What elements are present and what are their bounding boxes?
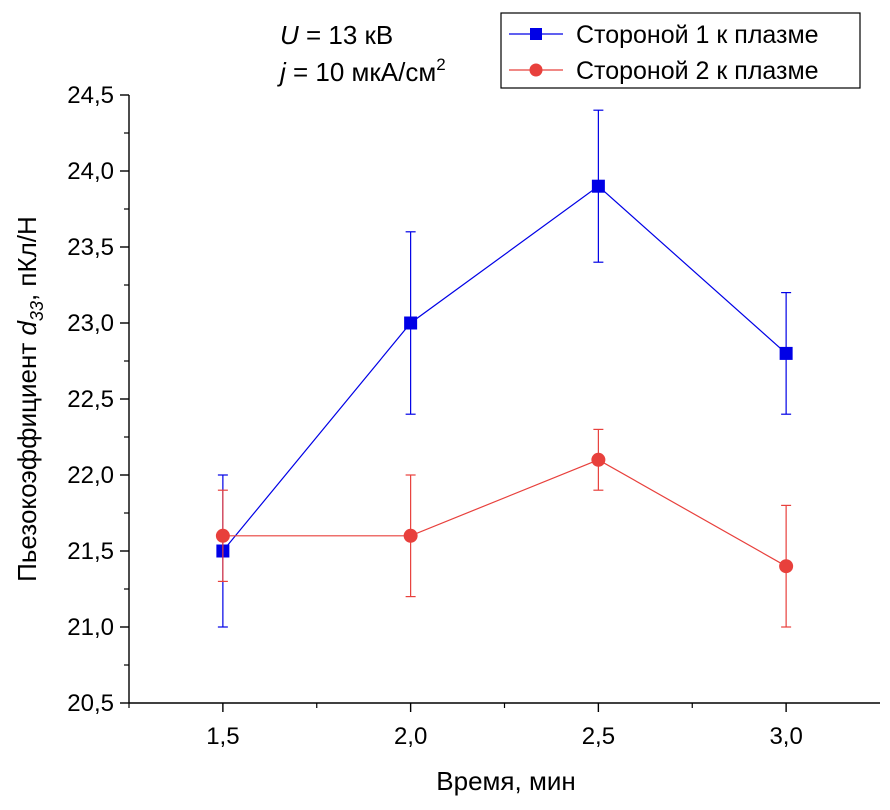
y-tick-label: 24,5 [67, 82, 114, 109]
y-ticks: 20,5 21,0 21,5 22,0 22,5 23,0 23,5 24,0 24,5 [67, 82, 129, 717]
series-2-point [215, 528, 230, 543]
series-2-line [222, 459, 787, 567]
voltage-annotation: U = 13 кВ [280, 20, 393, 50]
x-tick-label: 1,5 [206, 723, 239, 750]
y-tick-label: 22,5 [67, 386, 114, 413]
series-layer [215, 109, 794, 628]
series-2-point [591, 452, 606, 467]
series-1-point [404, 316, 418, 330]
x-ticks: 1,5 2,0 2,5 3,0 [128, 703, 803, 750]
x-tick-label: 2,5 [582, 723, 615, 750]
y-tick-label: 22,0 [67, 462, 114, 489]
legend-box [500, 12, 861, 89]
current-density-annotation-symbol: j [277, 57, 287, 87]
voltage-annotation-symbol: U [280, 20, 299, 50]
legend-label-series-2: Стороной 2 к плазме [576, 57, 819, 85]
y-tick-label: 21,0 [67, 614, 114, 641]
y-tick-label: 21,5 [67, 538, 114, 565]
series-2-point [403, 528, 418, 543]
y-axis-title-subscript: 33 [27, 301, 47, 321]
series-1-point [779, 346, 793, 360]
legend-marker-series-1 [530, 28, 542, 40]
current-density-annotation-superscript: 2 [436, 55, 445, 74]
legend-label-series-1: Стороной 1 к плазме [576, 21, 819, 49]
legend-marker-series-2 [529, 63, 543, 77]
voltage-annotation-text: = 13 кВ [299, 20, 394, 50]
series-1-line [222, 185, 787, 552]
x-axis-title: Время, мин [436, 766, 575, 796]
y-tick-label: 23,5 [67, 234, 114, 261]
series-2 [215, 428, 794, 628]
y-axis-title-symbol: d [12, 320, 42, 336]
current-density-annotation: j = 10 мкА/см2 [277, 55, 446, 87]
x-tick-label: 2,0 [394, 723, 427, 750]
axes [128, 95, 880, 704]
current-density-annotation-text: = 10 мкА/см [286, 57, 436, 87]
legend: Стороной 1 к плазме Стороной 2 к плазме [500, 12, 861, 89]
y-axis-title-suffix: , пКл/Н [12, 216, 42, 301]
y-tick-label: 20,5 [67, 690, 114, 717]
y-tick-label: 24,0 [67, 158, 114, 185]
series-2-point [779, 559, 794, 574]
y-tick-label: 23,0 [67, 310, 114, 337]
series-1 [216, 109, 793, 628]
y-axis-title-prefix: Пьезокоэффициент [12, 336, 42, 582]
y-axis-title: Пьезокоэффициент d33, пКл/Н [12, 216, 47, 582]
x-tick-label: 3,0 [769, 723, 802, 750]
series-1-point [591, 179, 605, 193]
